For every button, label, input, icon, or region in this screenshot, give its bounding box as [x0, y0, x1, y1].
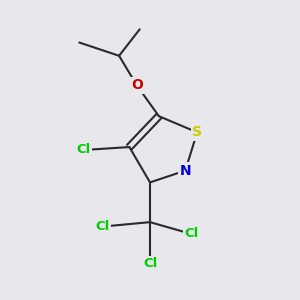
Text: N: N	[179, 164, 191, 178]
Text: Cl: Cl	[76, 143, 91, 157]
Text: O: O	[131, 78, 143, 92]
Text: Cl: Cl	[143, 257, 157, 270]
Text: S: S	[192, 125, 202, 139]
Text: Cl: Cl	[96, 220, 110, 233]
Text: Cl: Cl	[184, 227, 198, 240]
